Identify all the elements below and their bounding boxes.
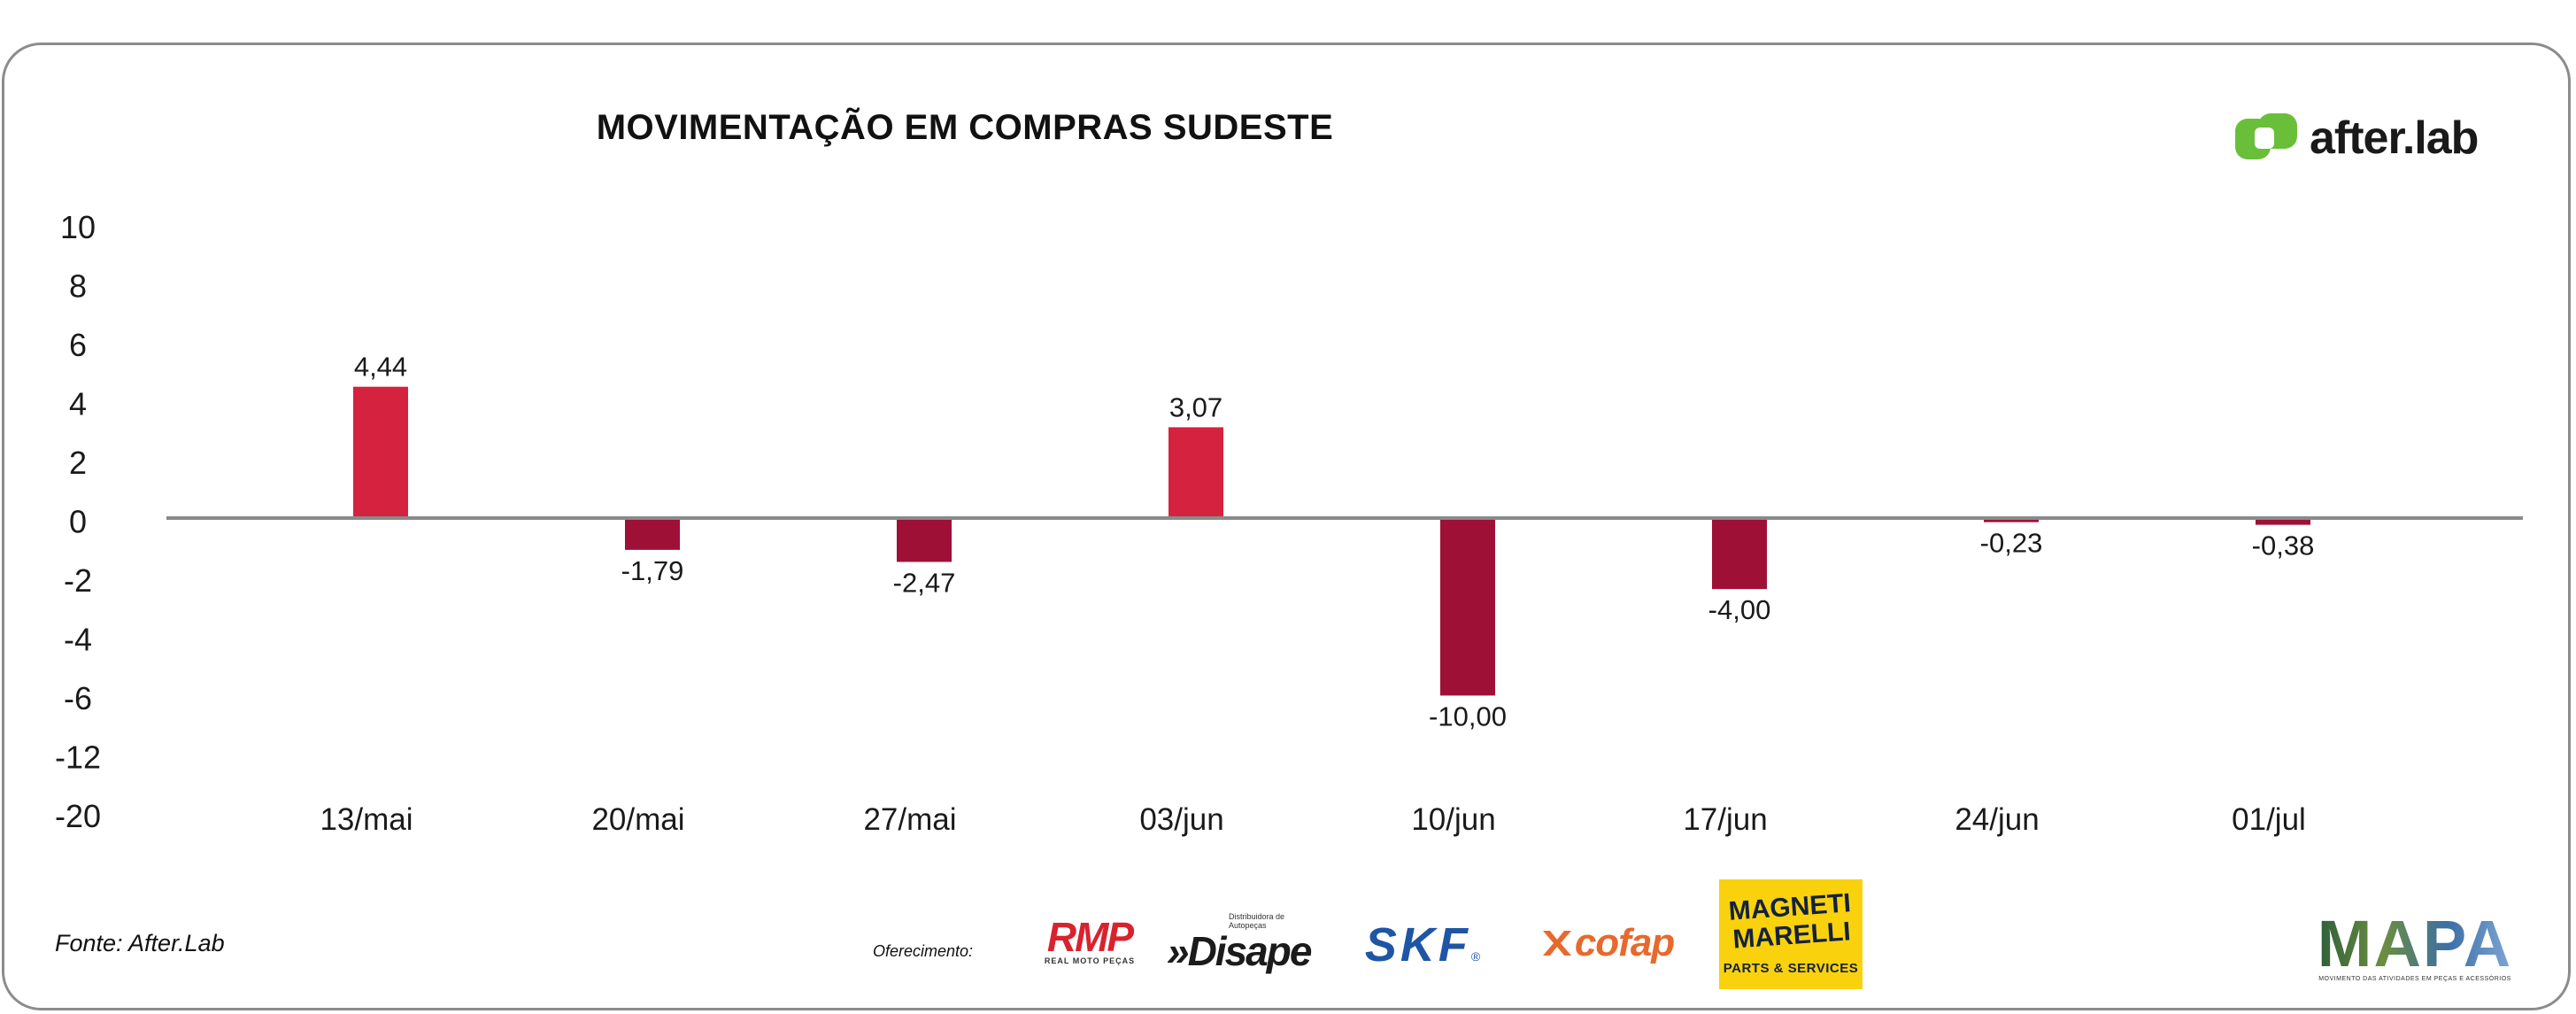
data-label: -10,00 bbox=[1429, 701, 1507, 731]
bar-13/mai bbox=[353, 386, 408, 518]
y-tick-label: 6 bbox=[69, 327, 87, 363]
data-label: -2,47 bbox=[893, 567, 956, 598]
bar-24/jun bbox=[1984, 518, 2039, 522]
data-label: -4,00 bbox=[1708, 594, 1771, 625]
rmp-wordmark: RMP bbox=[1046, 914, 1134, 960]
sponsors-label: Oferecimento: bbox=[873, 942, 974, 960]
mapa-tagline: MOVIMENTO DAS ATIVIDADES EM PEÇAS E ACES… bbox=[2318, 976, 2511, 982]
mapa-logo: MAPA MOVIMENTO DAS ATIVIDADES EM PEÇAS E… bbox=[2312, 907, 2518, 983]
x-tick-label: 10/jun bbox=[1411, 802, 1495, 837]
bar-20/mai bbox=[625, 518, 680, 550]
data-label: -0,23 bbox=[1980, 528, 2043, 559]
data-label: -1,79 bbox=[621, 555, 684, 586]
disape-logo: Distribuidora de Autopeças »Disape bbox=[1167, 912, 1321, 972]
rmp-tagline: REAL MOTO PEÇAS bbox=[1044, 956, 1136, 965]
skf-registered-mark: ® bbox=[1470, 949, 1481, 964]
x-tick-label: 13/mai bbox=[320, 802, 413, 837]
afterlab-wordmark: after.lab bbox=[2310, 112, 2479, 164]
disape-wordmark: »Disape bbox=[1167, 928, 1312, 974]
y-tick-label: 0 bbox=[69, 504, 87, 540]
y-tick-label: 10 bbox=[60, 209, 96, 245]
x-tick-label: 27/mai bbox=[863, 802, 956, 837]
y-tick-label: -12 bbox=[55, 739, 101, 776]
bar-01/jul bbox=[2256, 518, 2310, 525]
rmp-logo: RMP REAL MOTO PEÇAS bbox=[1031, 917, 1148, 965]
cofap-wordmark: cofap bbox=[1574, 921, 1675, 964]
afterlab-brand: after.lab bbox=[2235, 110, 2479, 166]
y-tick-label: 2 bbox=[69, 445, 87, 481]
y-tick-label: -2 bbox=[64, 562, 92, 599]
chart-title: MOVIMENTAÇÃO EM COMPRAS SUDESTE bbox=[596, 108, 1334, 147]
data-label: 4,44 bbox=[354, 352, 407, 383]
data-label: 3,07 bbox=[1169, 391, 1222, 422]
x-tick-label: 20/mai bbox=[591, 802, 684, 837]
afterlab-logo-icon bbox=[2235, 113, 2297, 159]
chart-card bbox=[2, 43, 2571, 1010]
skf-wordmark: SKF bbox=[1364, 918, 1471, 971]
x-tick-label: 24/jun bbox=[1955, 802, 2039, 837]
y-tick-label: 8 bbox=[69, 268, 87, 305]
x-tick-label: 17/jun bbox=[1683, 802, 1767, 837]
bar-10/jun bbox=[1440, 518, 1495, 696]
y-tick-label: -20 bbox=[55, 798, 101, 834]
bar-03/jun bbox=[1168, 427, 1223, 518]
x-tick-label: 01/jul bbox=[2232, 802, 2306, 837]
disape-tagline: Distribuidora de Autopeças bbox=[1229, 912, 1285, 930]
skf-logo: SKF ® bbox=[1338, 917, 1507, 972]
magneti-marelli-tagline: PARTS & SERVICES bbox=[1723, 960, 1859, 976]
magneti-marelli-wordmark: MAGNETI MARELLI bbox=[1727, 887, 1852, 955]
mapa-wordmark: MAPA bbox=[2317, 907, 2513, 980]
y-tick-label: 4 bbox=[69, 386, 87, 422]
bar-17/jun bbox=[1712, 518, 1767, 590]
x-tick-label: 03/jun bbox=[1139, 802, 1223, 837]
magneti-marelli-logo: MAGNETI MARELLI PARTS & SERVICES bbox=[1719, 879, 1863, 989]
y-tick-label: -4 bbox=[64, 622, 92, 658]
data-label: -0,38 bbox=[2252, 530, 2315, 561]
y-tick-label: -6 bbox=[64, 680, 92, 716]
cofap-x-icon bbox=[1542, 931, 1571, 956]
bar-27/mai bbox=[897, 518, 952, 562]
source-note: Fonte: After.Lab bbox=[55, 930, 225, 956]
cofap-logo: cofap bbox=[1524, 921, 1689, 965]
